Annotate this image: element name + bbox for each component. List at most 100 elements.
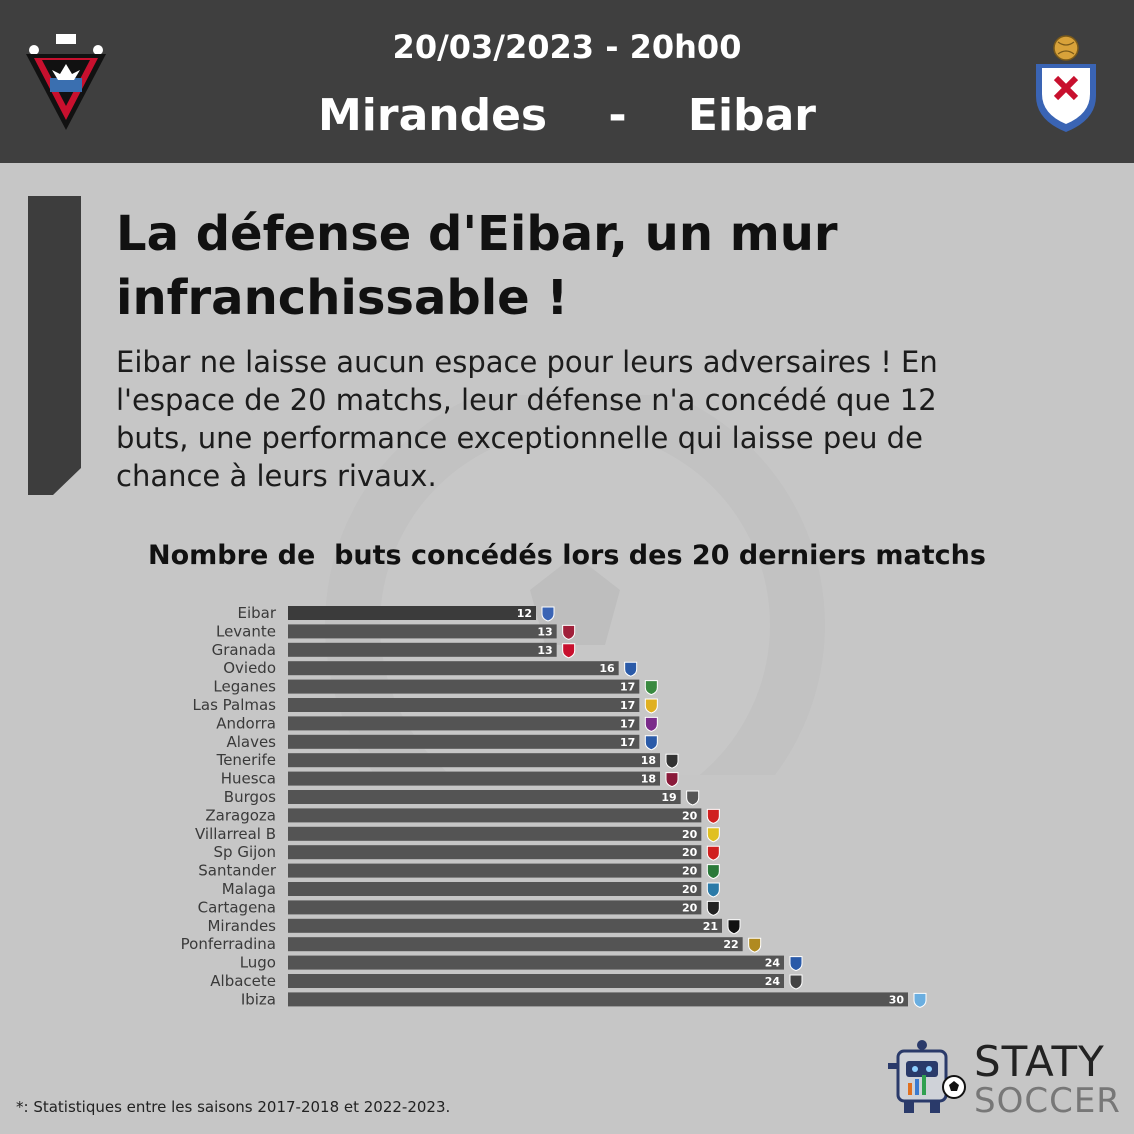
category-label: Las Palmas xyxy=(193,696,277,714)
bar xyxy=(288,753,660,768)
value-label: 12 xyxy=(517,607,532,620)
bar-chart: Eibar 12 Levante 13 Granada 13 Oviedo 16 Leganes… xyxy=(181,604,927,1008)
team-crest-icon xyxy=(706,845,720,861)
bar xyxy=(288,863,702,878)
team-crest-icon xyxy=(727,919,741,935)
team-crest-icon xyxy=(913,992,927,1008)
category-label: Andorra xyxy=(216,714,276,732)
category-label: Cartagena xyxy=(198,898,276,916)
value-label: 13 xyxy=(537,625,552,638)
team-crest-icon xyxy=(789,974,803,990)
bar xyxy=(288,882,702,896)
article-headline: La défense d'Eibar, un mur infranchissab… xyxy=(116,206,838,326)
category-label: Levante xyxy=(216,622,276,640)
value-label: 22 xyxy=(723,938,738,951)
bar xyxy=(288,845,702,860)
bar xyxy=(288,698,640,712)
value-label: 13 xyxy=(537,644,552,657)
bar xyxy=(288,679,640,694)
category-label: Burgos xyxy=(224,788,276,806)
category-label: Zaragoza xyxy=(205,806,276,824)
category-label: Malaga xyxy=(222,880,276,898)
category-label: Ponferradina xyxy=(181,935,276,953)
category-label: Granada xyxy=(212,641,276,659)
category-label: Alaves xyxy=(226,733,276,751)
team-crest-icon xyxy=(644,735,658,751)
match-date-time: 20/03/2023 - 20h00 xyxy=(392,28,742,66)
team-crest-icon xyxy=(665,772,679,788)
category-label: Eibar xyxy=(237,604,276,622)
match-teams: Mirandes - Eibar xyxy=(318,90,816,141)
team-crest-icon xyxy=(624,661,638,677)
mirandes-crest-icon xyxy=(22,32,110,136)
team-crest-icon xyxy=(644,698,658,714)
value-label: 17 xyxy=(620,717,635,730)
bar xyxy=(288,937,743,952)
bar xyxy=(288,790,681,804)
brand-line-1: STATY xyxy=(974,1037,1105,1086)
brand-line-2: SOCCER xyxy=(974,1081,1121,1121)
category-label: Santander xyxy=(198,862,277,880)
value-label: 17 xyxy=(620,681,635,694)
bar xyxy=(288,974,784,988)
match-header: 20/03/2023 - 20h00 Mirandes - Eibar xyxy=(0,0,1134,163)
value-label: 19 xyxy=(661,791,676,804)
bar xyxy=(288,955,784,970)
value-label: 17 xyxy=(620,699,635,712)
bar xyxy=(288,716,640,731)
bar xyxy=(288,808,702,823)
footnote: *: Statistiques entre les saisons 2017-2… xyxy=(16,1098,451,1116)
team-crest-icon xyxy=(748,937,762,953)
team-crest-icon xyxy=(706,808,720,824)
category-label: Huesca xyxy=(221,770,276,788)
staty-soccer-brand: STATY SOCCER xyxy=(888,1035,1121,1121)
accent-bar xyxy=(28,196,82,500)
value-label: 24 xyxy=(765,957,781,970)
team-crest-icon xyxy=(644,716,658,732)
team-crest-icon xyxy=(789,956,803,972)
category-label: Mirandes xyxy=(207,917,276,935)
category-label: Leganes xyxy=(213,678,276,696)
team-crest-icon xyxy=(706,900,720,916)
category-label: Oviedo xyxy=(223,659,276,677)
value-label: 20 xyxy=(682,809,698,822)
value-label: 24 xyxy=(765,975,781,988)
category-label: Villarreal B xyxy=(195,825,276,843)
bar xyxy=(288,992,908,1007)
bar xyxy=(288,606,536,620)
team-crest-icon xyxy=(644,680,658,696)
category-label: Albacete xyxy=(210,972,276,990)
category-label: Lugo xyxy=(240,954,276,972)
value-label: 17 xyxy=(620,736,635,749)
value-label: 20 xyxy=(682,865,698,878)
value-label: 20 xyxy=(682,828,698,841)
team-crest-icon xyxy=(706,882,720,898)
category-label: Sp Gijon xyxy=(214,843,276,861)
bar xyxy=(288,826,702,841)
value-label: 18 xyxy=(641,754,656,767)
team-crest-icon xyxy=(562,643,576,659)
bar xyxy=(288,661,619,676)
team-crest-icon xyxy=(562,624,576,640)
team-crest-icon xyxy=(706,864,720,880)
category-label: Ibiza xyxy=(241,990,276,1008)
chart-title: Nombre de buts concédés lors des 20 dern… xyxy=(148,540,986,571)
article-body: Eibar ne laisse aucun espace pour leurs … xyxy=(116,345,938,493)
team-crest-icon xyxy=(686,790,700,806)
category-label: Tenerife xyxy=(216,751,276,769)
bar xyxy=(288,624,557,639)
value-label: 16 xyxy=(599,662,615,675)
value-label: 21 xyxy=(703,920,718,933)
value-label: 20 xyxy=(682,846,698,859)
value-label: 20 xyxy=(682,883,698,896)
bar xyxy=(288,642,557,657)
eibar-crest-icon xyxy=(1030,34,1102,140)
bar xyxy=(288,900,702,915)
robot-mascot-icon xyxy=(888,1035,970,1121)
bar xyxy=(288,918,722,933)
value-label: 18 xyxy=(641,773,656,786)
team-crest-icon xyxy=(706,827,720,843)
bar xyxy=(288,734,640,749)
team-crest-icon xyxy=(665,753,679,769)
value-label: 30 xyxy=(889,993,905,1006)
